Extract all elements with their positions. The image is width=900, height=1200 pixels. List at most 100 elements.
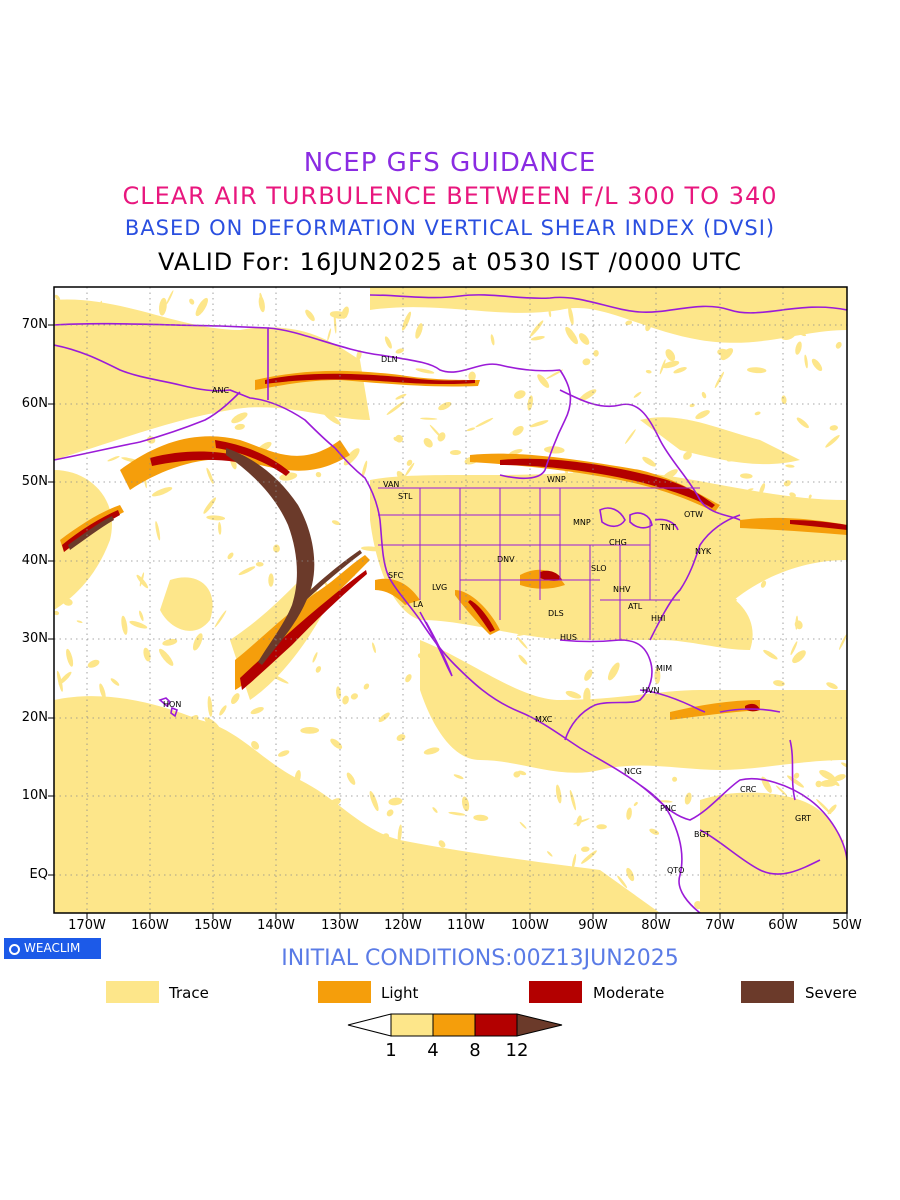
title-line-3: BASED ON DEFORMATION VERTICAL SHEAR INDE… <box>124 216 776 240</box>
trace-speckle <box>58 671 72 685</box>
lon-label-170w: 170W <box>68 918 106 933</box>
trace-speckle <box>568 305 574 325</box>
trace-speckle <box>185 715 199 727</box>
trace-speckle <box>793 772 800 779</box>
trace-speckle <box>576 815 582 827</box>
lon-label-120w: 120W <box>384 918 422 933</box>
trace-speckle <box>276 848 288 865</box>
trace-speckle <box>86 847 93 853</box>
trace-speckle <box>648 590 657 596</box>
trace-speckle <box>177 743 185 754</box>
trace-speckle <box>529 420 549 428</box>
trace-speckle <box>694 900 703 910</box>
colorbar-light <box>432 1013 476 1037</box>
trace-speckle <box>286 845 295 853</box>
lat-label-20n: 20N <box>21 710 48 725</box>
lon-label-90w: 90W <box>578 918 608 933</box>
trace-speckle <box>530 320 544 337</box>
city-label: MIM <box>656 664 673 673</box>
legend-label-moderate: Moderate <box>593 984 665 1002</box>
trace-speckle <box>789 492 796 498</box>
trace-speckle <box>626 807 632 820</box>
trace-speckle <box>342 695 349 705</box>
trace-speckle <box>401 311 412 331</box>
trace-speckle <box>190 353 199 367</box>
city-label: SLO <box>591 564 607 573</box>
trace-speckle <box>54 294 61 301</box>
trace-speckle <box>192 633 203 651</box>
trace-speckle <box>442 521 450 532</box>
trace-speckle <box>732 693 742 697</box>
trace-speckle <box>684 792 692 805</box>
trace-speckle <box>448 732 453 737</box>
trace-speckle <box>754 411 761 416</box>
trace-speckle <box>106 349 115 364</box>
lat-label-60n: 60N <box>21 396 48 411</box>
trace-speckle <box>62 598 73 606</box>
weaclim-badge[interactable]: WEACLIM <box>4 938 101 959</box>
lon-label-70w: 70W <box>705 918 735 933</box>
trace-speckle <box>206 467 214 484</box>
lon-label-80w: 80W <box>641 918 671 933</box>
trace-speckle <box>233 818 238 821</box>
trace-speckle <box>682 483 695 491</box>
trace-speckle <box>606 877 613 893</box>
trace-speckle <box>121 817 132 823</box>
trace-speckle <box>794 620 803 630</box>
trace-speckle <box>453 774 464 780</box>
trace-speckle <box>296 401 302 407</box>
trace-speckle <box>277 883 287 904</box>
city-label: NHV <box>613 585 631 594</box>
trace-speckle <box>785 818 803 821</box>
trace-speckle <box>555 784 562 804</box>
city-label: DLS <box>548 609 564 618</box>
trace-speckle <box>217 892 224 900</box>
trace-speckle <box>128 366 134 372</box>
trace-speckle <box>319 878 327 888</box>
trace-speckle <box>164 803 170 809</box>
trace-speckle <box>615 721 620 732</box>
legend-label-severe: Severe <box>805 984 857 1002</box>
trace-speckle <box>799 332 807 337</box>
trace-speckle <box>393 436 400 442</box>
trace-speckle <box>509 885 525 897</box>
city-label: NYK <box>695 547 712 556</box>
map-frame <box>53 286 848 914</box>
trace-speckle <box>598 529 606 545</box>
lon-label-50w: 50W <box>832 918 862 933</box>
trace-speckle <box>649 828 660 835</box>
trace-speckle <box>78 858 84 863</box>
trace-speckle <box>135 340 144 349</box>
trace-speckle <box>508 497 515 510</box>
city-label: LVG <box>432 583 448 592</box>
trace-speckle <box>432 807 438 813</box>
trace-speckle <box>437 432 446 442</box>
trace-speckle <box>475 417 494 428</box>
city-label: TNT <box>660 523 676 532</box>
trace-speckle <box>227 552 234 560</box>
trace-speckle <box>519 821 527 829</box>
trace-speckle <box>654 667 661 684</box>
trace-speckle <box>405 674 412 683</box>
trace-speckle <box>548 309 552 318</box>
trace-speckle <box>273 544 280 553</box>
colorbar-over <box>516 1013 563 1037</box>
trace-speckle <box>233 376 251 386</box>
trace-speckle <box>509 449 523 455</box>
trace-speckle <box>689 403 695 408</box>
trace-speckle <box>315 471 322 478</box>
trace-speckle <box>468 371 476 382</box>
trace-speckle <box>258 341 264 348</box>
trace-speckle <box>254 352 267 364</box>
trace-speckle <box>720 529 726 551</box>
trace-speckle <box>821 702 828 716</box>
trace-speckle <box>251 741 260 750</box>
trace-speckle <box>523 300 534 306</box>
trace-speckle <box>721 595 738 601</box>
trace-speckle <box>100 334 112 346</box>
trace-speckle <box>107 455 120 462</box>
trace-speckle <box>564 883 574 896</box>
trace-speckle <box>796 417 809 429</box>
trace-speckle <box>834 839 845 856</box>
lon-label-150w: 150W <box>194 918 232 933</box>
